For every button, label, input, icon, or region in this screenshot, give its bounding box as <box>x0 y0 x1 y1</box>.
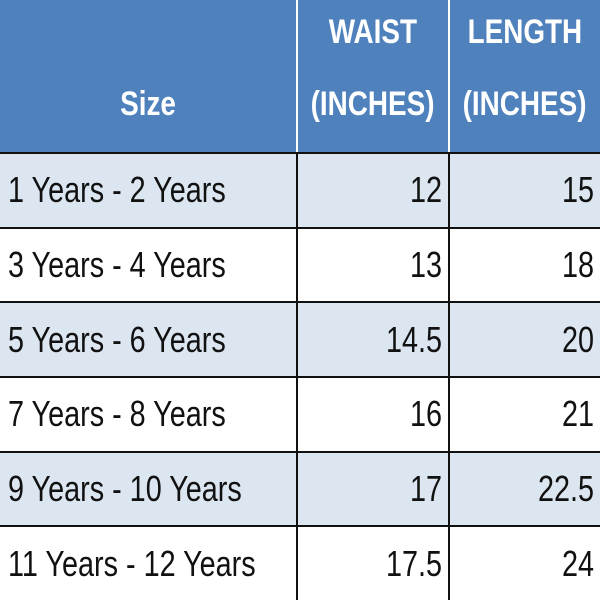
header-text: (INCHES) <box>463 85 587 123</box>
measure-text: 13 <box>409 243 442 285</box>
measure-cell: 24 <box>450 525 600 600</box>
size-cell: 5 Years - 6 Years <box>0 301 298 376</box>
measure-text: 17.5 <box>385 542 442 584</box>
header-text: (INCHES) <box>311 85 435 123</box>
size-cell: 1 Years - 2 Years <box>0 152 298 227</box>
measure-text: 18 <box>561 243 594 285</box>
measure-text: 12 <box>409 169 442 211</box>
measure-cell: 20 <box>450 301 600 376</box>
measure-cell: 18 <box>450 226 600 302</box>
size-cell: 11 Years - 12 Years <box>0 525 298 600</box>
size-text: 3 Years - 4 Years <box>8 243 226 285</box>
size-cell: 9 Years - 10 Years <box>0 450 298 526</box>
measure-text: 20 <box>561 318 594 360</box>
measure-cell: 21 <box>450 376 600 451</box>
measure-cell: 17.5 <box>298 525 450 600</box>
header-cell: Size <box>0 0 298 152</box>
measure-cell: 22.5 <box>450 450 600 526</box>
size-cell: 7 Years - 8 Years <box>0 376 298 451</box>
size-text: 1 Years - 2 Years <box>8 169 226 211</box>
measure-cell: 14.5 <box>298 301 450 376</box>
measure-text: 17 <box>409 467 442 509</box>
header-cell: LENGTH (INCHES) <box>450 0 600 152</box>
size-cell: 3 Years - 4 Years <box>0 226 298 302</box>
header-text: Size <box>120 85 176 123</box>
measure-text: 21 <box>561 393 594 435</box>
header-text: LENGTH <box>467 13 583 51</box>
measure-text: 22.5 <box>537 467 594 509</box>
header-cell: WAIST (INCHES) <box>298 0 450 152</box>
measure-text: 15 <box>561 169 594 211</box>
measure-cell: 15 <box>450 152 600 227</box>
measure-text: 14.5 <box>385 318 442 360</box>
measure-text: 24 <box>561 542 594 584</box>
header-text: WAIST <box>328 13 418 51</box>
measure-cell: 13 <box>298 226 450 302</box>
measure-text: 16 <box>409 393 442 435</box>
size-text: 7 Years - 8 Years <box>8 393 226 435</box>
size-text: 5 Years - 6 Years <box>8 318 226 360</box>
measure-cell: 12 <box>298 152 450 227</box>
size-text: 11 Years - 12 Years <box>8 542 256 584</box>
measure-cell: 17 <box>298 450 450 526</box>
measure-cell: 16 <box>298 376 450 451</box>
size-text: 9 Years - 10 Years <box>8 467 242 509</box>
